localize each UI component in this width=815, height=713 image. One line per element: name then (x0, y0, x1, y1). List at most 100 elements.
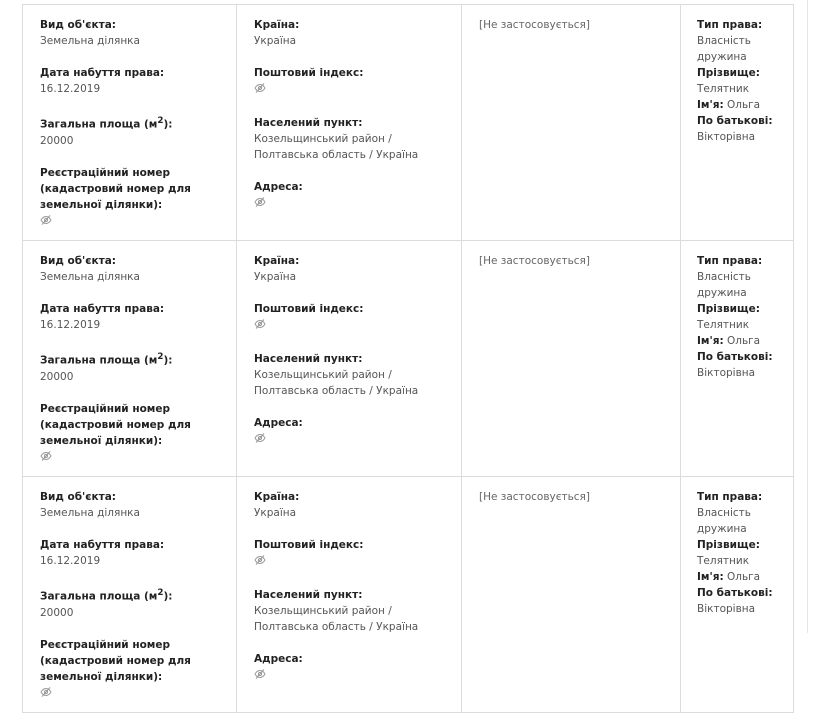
area-label: Загальна площа (м2): (40, 349, 226, 369)
eye-slash-icon (254, 196, 266, 208)
surname-value: Телятник (697, 83, 750, 95)
patronymic-value: Вікторівна (697, 367, 756, 379)
locality-label: Населений пункт: (254, 353, 363, 365)
location-cell: Країна: Україна Поштовий індекс: Населени… (237, 477, 462, 712)
area-label-end: ): (163, 590, 173, 603)
eye-slash-icon (40, 214, 52, 226)
object-type-label: Вид об'єкта: (40, 19, 116, 31)
acquire-date-label: Дата набуття права: (40, 539, 165, 551)
area-label-text: Загальна площа (м (40, 118, 158, 131)
area-label-sup: 2 (157, 116, 164, 126)
location-cell: Країна: Україна Поштовий індекс: Населени… (237, 241, 462, 476)
area-label-sup: 2 (157, 352, 164, 362)
name-label: Ім'я: (697, 335, 724, 347)
surname-label: Прізвище: (697, 539, 760, 551)
area-label-text: Загальна площа (м (40, 590, 158, 603)
not-applicable-text: [Не застосовується] (479, 19, 590, 31)
table-row: Вид об'єкта: Земельна ділянка Дата набутт… (23, 5, 794, 241)
postcode-label: Поштовий індекс: (254, 67, 364, 79)
area-label-end: ): (163, 118, 173, 131)
eye-slash-icon (254, 432, 266, 444)
country-label: Країна: (254, 491, 300, 503)
country-value: Україна (254, 507, 297, 519)
name-label: Ім'я: (697, 99, 724, 111)
location-cell: Країна: Україна Поштовий індекс: Населени… (237, 5, 462, 240)
area-value: 20000 (40, 134, 74, 147)
table-row: Вид об'єкта: Земельна ділянка Дата набутт… (23, 477, 794, 713)
right-type-value: Власність дружина (697, 507, 751, 535)
patronymic-label: По батькові: (697, 351, 773, 363)
locality-label: Населений пункт: (254, 589, 363, 601)
eye-slash-icon (254, 554, 266, 566)
area-value: 20000 (40, 370, 74, 383)
name-value: Ольга (727, 99, 761, 111)
name-label: Ім'я: (697, 571, 724, 583)
name-value: Ольга (727, 335, 761, 347)
acquire-date-label: Дата набуття права: (40, 67, 165, 79)
acquire-date-value: 16.12.2019 (40, 555, 101, 567)
acquire-date-value: 16.12.2019 (40, 83, 101, 95)
object-type-label: Вид об'єкта: (40, 491, 116, 503)
eye-slash-icon (254, 668, 266, 680)
value-cell: [Не застосовується] (462, 241, 681, 476)
right-type-label: Тип права: (697, 19, 763, 31)
right-type-value: Власність дружина (697, 35, 751, 63)
surname-label: Прізвище: (697, 303, 760, 315)
object-cell: Вид об'єкта: Земельна ділянка Дата набутт… (23, 477, 237, 712)
area-label-sup: 2 (157, 588, 164, 598)
object-type-value: Земельна ділянка (40, 35, 140, 47)
patronymic-value: Вікторівна (697, 131, 756, 143)
locality-value: Козельщинський район / Полтавська област… (254, 369, 419, 397)
country-value: Україна (254, 271, 297, 283)
right-type-value: Власність дружина (697, 271, 751, 299)
country-label: Країна: (254, 19, 300, 31)
patronymic-label: По батькові: (697, 115, 773, 127)
country-value: Україна (254, 35, 297, 47)
area-label: Загальна площа (м2): (40, 585, 226, 605)
area-label-text: Загальна площа (м (40, 354, 158, 367)
surname-value: Телятник (697, 555, 750, 567)
reg-number-label: Реєстраційний номер (кадастровий номер д… (40, 638, 191, 683)
country-label: Країна: (254, 255, 300, 267)
owner-cell: Тип права: Власність дружина Прізвище: Т… (681, 241, 794, 476)
name-line: Ім'я: Ольга (697, 333, 783, 349)
name-line: Ім'я: Ольга (697, 97, 783, 113)
surname-value: Телятник (697, 319, 750, 331)
object-type-label: Вид об'єкта: (40, 255, 116, 267)
table-row: Вид об'єкта: Земельна ділянка Дата набутт… (23, 241, 794, 477)
reg-number-label: Реєстраційний номер (кадастровий номер д… (40, 166, 191, 211)
right-type-label: Тип права: (697, 255, 763, 267)
address-label: Адреса: (254, 181, 303, 193)
locality-value: Козельщинський район / Полтавська област… (254, 605, 419, 633)
owner-cell: Тип права: Власність дружина Прізвище: Т… (681, 5, 794, 240)
name-value: Ольга (727, 571, 761, 583)
postcode-label: Поштовий індекс: (254, 303, 364, 315)
not-applicable-text: [Не застосовується] (479, 255, 590, 267)
eye-slash-icon (40, 450, 52, 462)
object-type-value: Земельна ділянка (40, 271, 140, 283)
eye-slash-icon (254, 318, 266, 330)
object-type-value: Земельна ділянка (40, 507, 140, 519)
acquire-date-label: Дата набуття права: (40, 303, 165, 315)
address-label: Адреса: (254, 417, 303, 429)
value-cell: [Не застосовується] (462, 5, 681, 240)
address-label: Адреса: (254, 653, 303, 665)
not-applicable-text: [Не застосовується] (479, 491, 590, 503)
area-label-end: ): (163, 354, 173, 367)
area-value: 20000 (40, 606, 74, 619)
name-line: Ім'я: Ольга (697, 569, 783, 585)
reg-number-label: Реєстраційний номер (кадастровий номер д… (40, 402, 191, 447)
patronymic-value: Вікторівна (697, 603, 756, 615)
object-cell: Вид об'єкта: Земельна ділянка Дата набутт… (23, 5, 237, 240)
eye-slash-icon (40, 686, 52, 698)
page-edge-divider (807, 0, 808, 633)
object-cell: Вид об'єкта: Земельна ділянка Дата набутт… (23, 241, 237, 476)
value-cell: [Не застосовується] (462, 477, 681, 712)
locality-label: Населений пункт: (254, 117, 363, 129)
property-table: Вид об'єкта: Земельна ділянка Дата набутт… (22, 4, 794, 713)
owner-cell: Тип права: Власність дружина Прізвище: Т… (681, 477, 794, 712)
patronymic-label: По батькові: (697, 587, 773, 599)
eye-slash-icon (254, 82, 266, 94)
surname-label: Прізвище: (697, 67, 760, 79)
right-type-label: Тип права: (697, 491, 763, 503)
